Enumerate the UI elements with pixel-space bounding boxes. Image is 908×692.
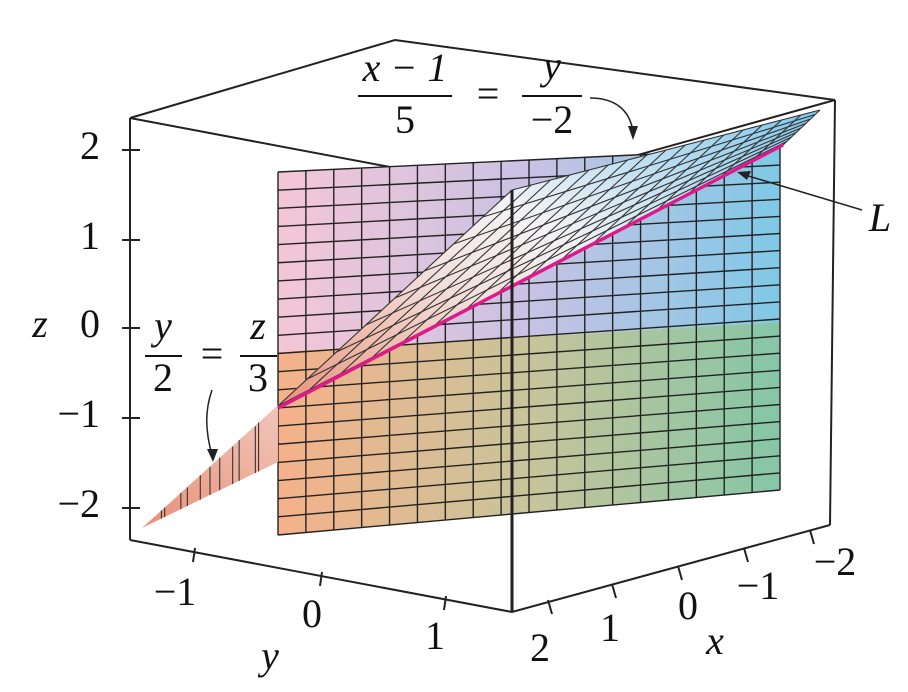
mesh-line xyxy=(277,403,781,445)
y-axis-label: y xyxy=(257,633,279,678)
z-tick-label: 2 xyxy=(80,123,100,168)
x-axis-label: x xyxy=(705,618,724,663)
equation-denominator: 5 xyxy=(395,97,415,142)
mesh-line xyxy=(336,136,792,353)
equation-denominator: 2 xyxy=(153,355,173,400)
x-tick-label: 2 xyxy=(530,625,550,670)
mesh-line xyxy=(277,438,781,482)
mesh-line xyxy=(277,352,781,391)
x-tick-label: −2 xyxy=(814,539,857,584)
mesh-line xyxy=(277,267,781,300)
y-tick-label: 1 xyxy=(425,613,445,658)
mesh-line xyxy=(277,420,781,464)
arrowheads xyxy=(207,126,751,462)
equation-equals: = xyxy=(477,71,500,116)
equation-denominator: 3 xyxy=(248,355,268,400)
z-tick-label: 0 xyxy=(80,301,100,346)
mesh-line xyxy=(277,369,781,409)
x-tick-label: 1 xyxy=(600,605,620,650)
mesh-line xyxy=(511,109,821,191)
mesh-line xyxy=(277,489,781,536)
y-tick-label: 0 xyxy=(302,591,322,636)
equation-equals: = xyxy=(201,331,224,376)
z-tick-label: 1 xyxy=(80,213,100,258)
mesh-line xyxy=(482,113,816,218)
mesh-line xyxy=(307,141,787,380)
mesh-line xyxy=(394,127,802,299)
x-tick-label: −1 xyxy=(737,563,780,608)
y-tick-label: −1 xyxy=(154,569,197,614)
intersection-line xyxy=(277,143,784,410)
mesh-line xyxy=(424,122,806,272)
equation-denominator: −2 xyxy=(531,97,574,142)
equation-numerator: x − 1 xyxy=(362,45,448,90)
z-tick-label: −1 xyxy=(57,391,100,436)
z-tick-label: −2 xyxy=(57,481,100,526)
mesh-line xyxy=(277,386,781,427)
equation-numerator: z xyxy=(249,303,266,348)
equation-numerator: y xyxy=(539,43,561,88)
equation-numerator: y xyxy=(150,303,172,348)
ticks xyxy=(122,149,815,615)
mesh-line xyxy=(277,455,781,500)
x-tick-label: 0 xyxy=(678,583,698,628)
mesh-line xyxy=(365,131,797,326)
mesh-line xyxy=(277,472,781,518)
line-label: L xyxy=(868,195,891,240)
mesh-line xyxy=(277,284,781,318)
z-axis-label: z xyxy=(31,301,48,346)
